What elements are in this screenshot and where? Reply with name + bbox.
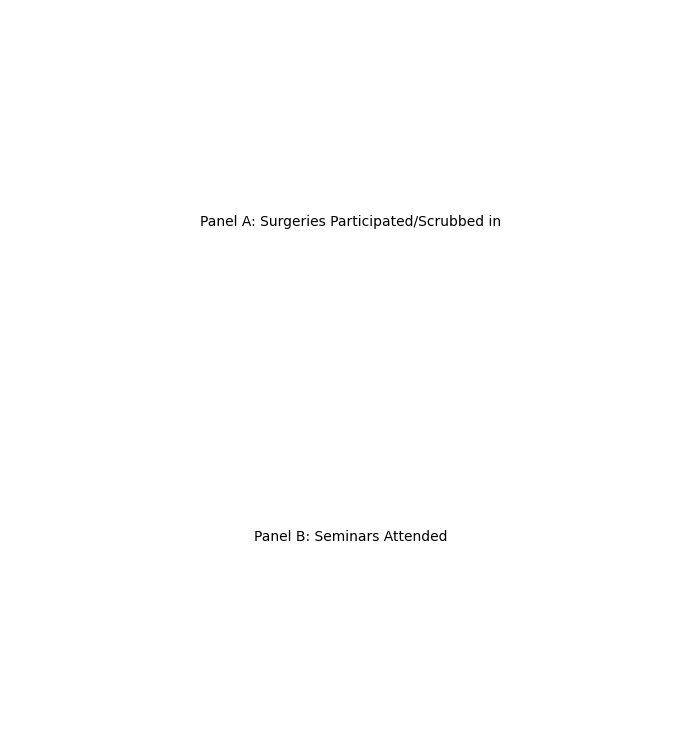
Text: Panel B: Seminars Attended: Panel B: Seminars Attended [254,530,448,544]
Text: Panel A: Surgeries Participated/Scrubbed in: Panel A: Surgeries Participated/Scrubbed… [201,215,501,228]
